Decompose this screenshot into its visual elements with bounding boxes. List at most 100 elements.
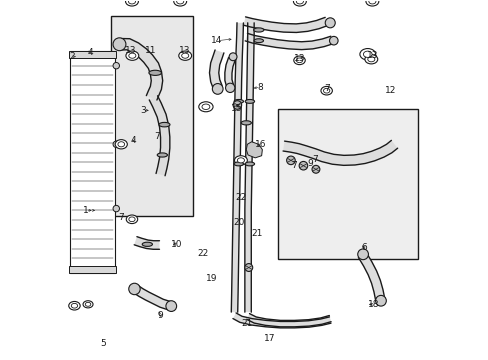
Text: 2: 2 (69, 52, 75, 61)
Polygon shape (244, 23, 254, 312)
Bar (278, 109, 417, 258)
Ellipse shape (254, 39, 263, 42)
Ellipse shape (364, 55, 377, 64)
Circle shape (128, 283, 140, 295)
Text: 7: 7 (154, 132, 160, 141)
Ellipse shape (83, 301, 93, 308)
Ellipse shape (71, 303, 78, 308)
Text: 4: 4 (131, 136, 136, 145)
Text: 20: 20 (233, 218, 244, 227)
Ellipse shape (118, 142, 124, 147)
Polygon shape (283, 140, 397, 165)
Text: 7: 7 (312, 155, 318, 164)
Text: 1: 1 (82, 206, 88, 215)
Text: 4: 4 (87, 48, 93, 57)
Bar (69, 51, 116, 58)
Text: 11: 11 (145, 46, 156, 55)
Text: 12: 12 (385, 86, 396, 95)
Text: 7: 7 (323, 84, 329, 93)
Text: 10: 10 (170, 240, 182, 249)
Ellipse shape (113, 141, 119, 148)
Ellipse shape (126, 215, 138, 224)
Bar (110, 16, 192, 216)
Text: 9: 9 (157, 311, 163, 320)
Text: 18: 18 (367, 300, 379, 309)
Text: 17: 17 (263, 334, 275, 343)
Text: 13: 13 (293, 54, 305, 63)
Text: 5: 5 (101, 339, 106, 348)
Ellipse shape (69, 301, 80, 310)
Ellipse shape (85, 302, 91, 306)
Polygon shape (231, 23, 243, 312)
Circle shape (229, 53, 237, 61)
Text: 22: 22 (197, 249, 208, 258)
Ellipse shape (159, 122, 170, 127)
Circle shape (233, 101, 241, 109)
Ellipse shape (176, 0, 183, 4)
Polygon shape (243, 17, 327, 32)
Ellipse shape (179, 51, 191, 60)
Ellipse shape (296, 0, 303, 4)
Ellipse shape (320, 86, 332, 95)
Text: 8: 8 (257, 83, 263, 92)
Ellipse shape (234, 162, 243, 166)
Ellipse shape (202, 104, 209, 109)
Polygon shape (133, 285, 170, 310)
Ellipse shape (359, 49, 375, 60)
Ellipse shape (113, 63, 119, 69)
Circle shape (244, 264, 252, 271)
Text: 13: 13 (366, 51, 378, 60)
Ellipse shape (157, 153, 167, 157)
Text: 16: 16 (254, 140, 266, 149)
Ellipse shape (113, 205, 119, 212)
Text: 3: 3 (140, 106, 145, 115)
Ellipse shape (293, 0, 305, 6)
Ellipse shape (142, 242, 152, 246)
Polygon shape (149, 96, 169, 176)
Ellipse shape (367, 57, 374, 62)
Ellipse shape (244, 99, 254, 103)
Ellipse shape (293, 56, 305, 64)
Polygon shape (134, 237, 159, 249)
Text: 7: 7 (118, 213, 124, 222)
Ellipse shape (323, 88, 329, 93)
Ellipse shape (234, 99, 243, 103)
Polygon shape (121, 39, 163, 100)
Circle shape (113, 38, 125, 51)
Circle shape (225, 83, 234, 93)
Polygon shape (224, 57, 235, 87)
Text: 21: 21 (241, 319, 252, 328)
Ellipse shape (198, 102, 213, 112)
Polygon shape (244, 33, 332, 50)
Text: 7: 7 (291, 161, 297, 170)
Text: 6: 6 (361, 243, 366, 252)
Ellipse shape (128, 0, 135, 4)
Circle shape (357, 249, 367, 260)
Text: 13: 13 (125, 46, 136, 55)
Polygon shape (246, 142, 262, 158)
Circle shape (325, 18, 335, 28)
Ellipse shape (125, 0, 138, 6)
Ellipse shape (363, 51, 371, 57)
Polygon shape (246, 314, 330, 327)
Text: 22: 22 (235, 193, 246, 202)
Circle shape (329, 36, 337, 45)
Bar (69, 266, 116, 273)
Circle shape (286, 156, 295, 165)
Text: 19: 19 (205, 274, 217, 283)
Text: 21: 21 (251, 229, 262, 238)
Ellipse shape (365, 0, 378, 6)
Ellipse shape (234, 156, 247, 165)
Circle shape (165, 301, 176, 311)
Circle shape (299, 161, 307, 170)
Ellipse shape (125, 51, 139, 60)
Ellipse shape (182, 53, 188, 58)
Bar (70, 51, 115, 273)
Text: 15: 15 (230, 104, 242, 113)
Ellipse shape (128, 217, 135, 222)
Text: 9: 9 (307, 159, 313, 168)
Ellipse shape (241, 121, 251, 125)
Ellipse shape (296, 58, 302, 63)
Ellipse shape (253, 28, 264, 32)
Polygon shape (209, 50, 224, 89)
